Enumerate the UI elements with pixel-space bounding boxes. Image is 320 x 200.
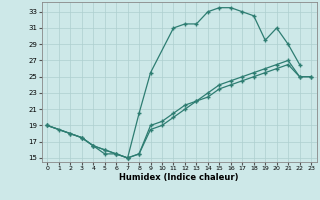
X-axis label: Humidex (Indice chaleur): Humidex (Indice chaleur) [119, 173, 239, 182]
